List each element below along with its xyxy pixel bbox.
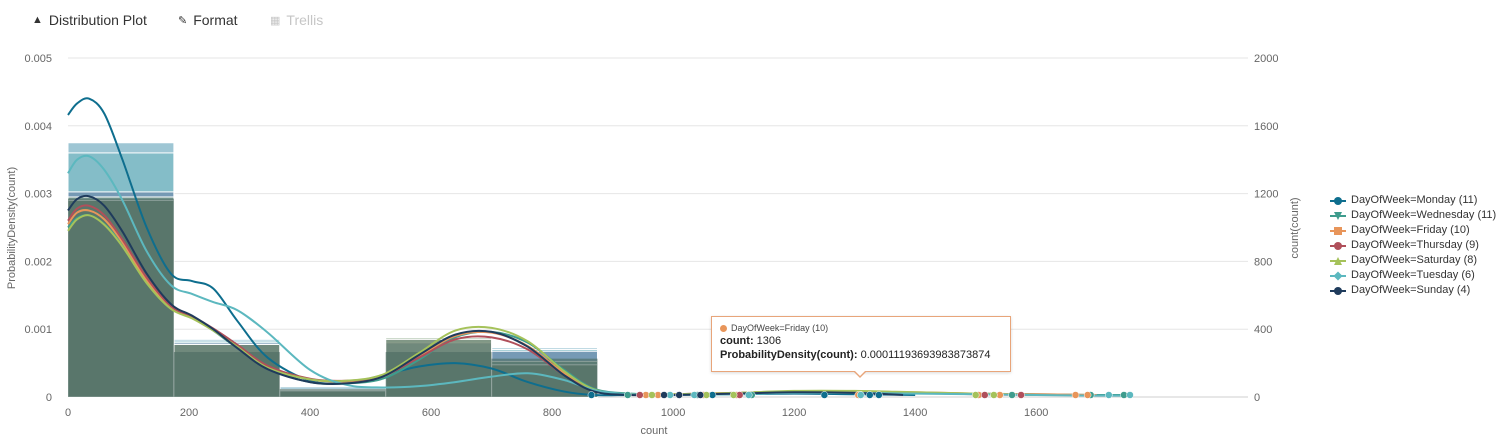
y2-tick-label: 400 — [1254, 324, 1272, 336]
data-point — [1008, 391, 1016, 399]
tooltip-count-label: count: — [720, 335, 754, 347]
y2-tick-label: 2000 — [1254, 53, 1278, 65]
tooltip-density-label: ProbabilityDensity(count): — [720, 349, 858, 361]
y-tick-label: 0 — [46, 392, 52, 404]
data-point — [1083, 391, 1092, 399]
data-point — [866, 391, 874, 399]
y2-axis-label: count(count) — [1289, 197, 1301, 258]
y2-tick-label: 1200 — [1254, 189, 1278, 201]
legend-label: DayOfWeek=Sunday (4) — [1351, 284, 1471, 296]
legend-item[interactable]: DayOfWeek=Monday (11) — [1330, 193, 1496, 208]
x-tick-label: 0 — [65, 407, 71, 419]
trellis-button[interactable]: ▦ Trellis — [270, 12, 323, 28]
distribution-plot-label: Distribution Plot — [48, 12, 147, 28]
data-point — [636, 391, 644, 399]
tooltip: DayOfWeek=Friday (10) count: 1306 Probab… — [711, 316, 1011, 372]
legend-label: DayOfWeek=Friday (10) — [1351, 224, 1470, 236]
data-point — [729, 391, 738, 399]
legend-label: DayOfWeek=Saturday (8) — [1351, 254, 1478, 266]
legend-item[interactable]: DayOfWeek=Tuesday (6) — [1330, 268, 1496, 283]
histogram-bar-overlay — [491, 358, 598, 397]
data-point — [660, 391, 668, 399]
x-axis-label: count — [641, 425, 668, 437]
toolbar: ▲ Distribution Plot ✎ Format ▦ Trellis — [0, 0, 1500, 40]
data-point — [1105, 391, 1113, 399]
legend-marker-icon — [1330, 256, 1346, 266]
data-point — [587, 391, 596, 399]
y2-tick-label: 0 — [1254, 392, 1260, 404]
legend-item[interactable]: DayOfWeek=Saturday (8) — [1330, 253, 1496, 268]
histogram-bar-overlay — [173, 352, 280, 397]
data-point — [981, 391, 989, 399]
data-point — [675, 391, 683, 399]
format-button[interactable]: ✎ Format — [178, 12, 238, 28]
legend-item[interactable]: DayOfWeek=Thursday (9) — [1330, 238, 1496, 253]
y-axis-label: ProbabilityDensity(count) — [6, 167, 18, 289]
legend: DayOfWeek=Monday (11) DayOfWeek=Wednesday… — [1330, 193, 1496, 298]
x-tick-label: 400 — [301, 407, 319, 419]
data-point — [820, 391, 829, 399]
legend-label: DayOfWeek=Monday (11) — [1351, 194, 1478, 206]
data-point — [1126, 391, 1134, 399]
histogram-bar-overlay — [279, 389, 386, 397]
data-point — [875, 391, 883, 399]
legend-label: DayOfWeek=Thursday (9) — [1351, 239, 1479, 251]
data-point — [990, 391, 998, 399]
distribution-plot-button[interactable]: ▲ Distribution Plot — [32, 12, 147, 28]
format-label: Format — [193, 12, 238, 28]
y-tick-label: 0.005 — [24, 53, 52, 65]
y-tick-label: 0.003 — [24, 189, 52, 201]
y-tick-label: 0.001 — [24, 324, 52, 336]
histogram-bars — [67, 142, 598, 398]
data-point — [1017, 391, 1025, 399]
histogram-bar-overlay — [68, 198, 174, 397]
y2-tick-label: 800 — [1254, 256, 1272, 268]
x-tick-label: 200 — [180, 407, 198, 419]
legend-marker-icon — [1330, 226, 1346, 236]
x-tick-label: 800 — [543, 407, 561, 419]
legend-marker-icon — [1330, 286, 1346, 296]
data-point — [971, 391, 980, 399]
data-point — [696, 391, 705, 399]
data-point — [623, 391, 632, 399]
legend-label: DayOfWeek=Wednesday (11) — [1351, 209, 1497, 221]
axes: 0 0.001 0.002 0.003 0.004 0.005 0 400 800 1200 160… — [24, 53, 1278, 419]
histogram-bar-overlay — [385, 352, 492, 397]
x-tick-label: 1200 — [782, 407, 806, 419]
legend-item[interactable]: DayOfWeek=Wednesday (11) — [1330, 208, 1496, 223]
data-points — [587, 391, 1134, 399]
puzzle-icon: ▲ — [32, 14, 43, 26]
data-point — [1071, 391, 1080, 399]
legend-marker-icon — [1330, 271, 1346, 281]
y-tick-label: 0.004 — [24, 121, 52, 133]
legend-marker-icon — [1330, 241, 1346, 251]
trellis-label: Trellis — [286, 12, 324, 28]
y2-tick-label: 1600 — [1254, 121, 1278, 133]
pencil-icon: ✎ — [178, 14, 188, 27]
x-tick-label: 1000 — [661, 407, 685, 419]
tooltip-arrow-inner — [854, 370, 866, 376]
data-point — [856, 391, 865, 399]
tooltip-series: DayOfWeek=Friday (10) — [731, 323, 829, 333]
legend-item[interactable]: DayOfWeek=Friday (10) — [1330, 223, 1496, 238]
x-tick-label: 1400 — [903, 407, 927, 419]
grid-icon: ▦ — [270, 14, 281, 27]
x-tick-label: 1600 — [1024, 407, 1048, 419]
y-tick-label: 0.002 — [24, 256, 52, 268]
legend-marker-icon — [1330, 196, 1346, 206]
legend-label: DayOfWeek=Tuesday (6) — [1351, 269, 1475, 281]
legend-item[interactable]: DayOfWeek=Sunday (4) — [1330, 283, 1496, 298]
data-point — [648, 391, 656, 399]
tooltip-count-value: 1306 — [756, 335, 782, 347]
legend-marker-icon — [1330, 211, 1346, 221]
tooltip-marker-icon — [720, 324, 727, 332]
data-point — [745, 391, 753, 399]
x-tick-label: 600 — [422, 407, 440, 419]
tooltip-density-value: 0.00011193693983873874 — [860, 349, 991, 361]
